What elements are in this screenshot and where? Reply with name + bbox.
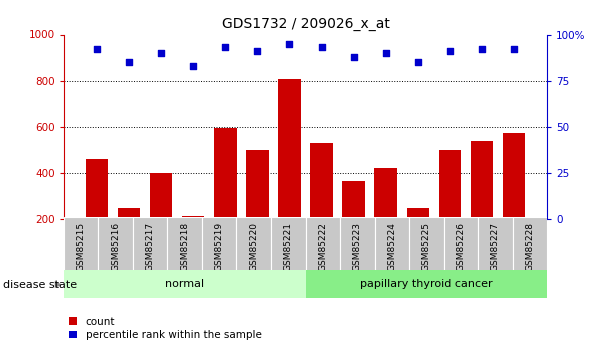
Bar (513, 217, 547, 271)
Text: GSM85215: GSM85215 (77, 221, 86, 271)
Polygon shape (55, 281, 62, 288)
Point (509, 47, 519, 52)
Bar (305, 217, 340, 271)
Bar (118, 208, 140, 219)
Text: GSM85227: GSM85227 (491, 221, 500, 270)
Bar (478, 217, 513, 271)
Title: GDS1732 / 209026_x_at: GDS1732 / 209026_x_at (221, 17, 390, 31)
Point (124, 59, 134, 65)
Point (349, 54, 359, 59)
Bar (133, 217, 167, 271)
Point (285, 41, 294, 47)
Bar (444, 217, 478, 271)
Text: GSM85226: GSM85226 (457, 221, 465, 270)
Bar (438, 150, 461, 219)
Bar (271, 217, 306, 271)
Bar (375, 217, 409, 271)
Bar (150, 173, 173, 219)
Bar (503, 132, 525, 219)
Bar (305, 270, 547, 298)
Bar (278, 79, 301, 219)
Bar (64, 270, 305, 298)
Bar (86, 159, 108, 219)
Point (413, 59, 423, 65)
Bar (202, 217, 237, 271)
Text: GSM85217: GSM85217 (146, 221, 154, 271)
Text: GSM85220: GSM85220 (249, 221, 258, 270)
Bar (310, 143, 333, 219)
Bar (342, 181, 365, 219)
Text: papillary thyroid cancer: papillary thyroid cancer (360, 279, 492, 289)
Bar (409, 217, 444, 271)
Point (92, 47, 102, 52)
Point (156, 50, 166, 56)
Point (221, 45, 230, 50)
Point (252, 48, 262, 54)
Text: GSM85223: GSM85223 (353, 221, 362, 270)
Bar (471, 141, 493, 219)
Text: GSM85221: GSM85221 (284, 221, 293, 270)
Bar (375, 168, 397, 219)
Point (445, 48, 455, 54)
Text: GSM85225: GSM85225 (422, 221, 431, 270)
Text: normal: normal (165, 279, 204, 289)
Point (188, 63, 198, 69)
Text: GSM85219: GSM85219 (215, 221, 224, 271)
Bar (340, 217, 375, 271)
Text: GSM85228: GSM85228 (525, 221, 534, 270)
Legend: count, percentile rank within the sample: count, percentile rank within the sample (69, 317, 261, 340)
Point (317, 45, 326, 50)
Text: GSM85222: GSM85222 (318, 221, 327, 270)
Bar (98, 217, 133, 271)
Bar (167, 217, 202, 271)
Bar (182, 216, 204, 219)
Bar (214, 128, 237, 219)
Point (381, 50, 390, 56)
Bar (407, 208, 429, 219)
Text: GSM85218: GSM85218 (180, 221, 189, 271)
Point (477, 47, 487, 52)
Bar (237, 217, 271, 271)
Text: GSM85216: GSM85216 (111, 221, 120, 271)
Text: GSM85224: GSM85224 (387, 221, 396, 270)
Text: disease state: disease state (3, 280, 77, 289)
Bar (64, 217, 98, 271)
Bar (246, 150, 269, 219)
